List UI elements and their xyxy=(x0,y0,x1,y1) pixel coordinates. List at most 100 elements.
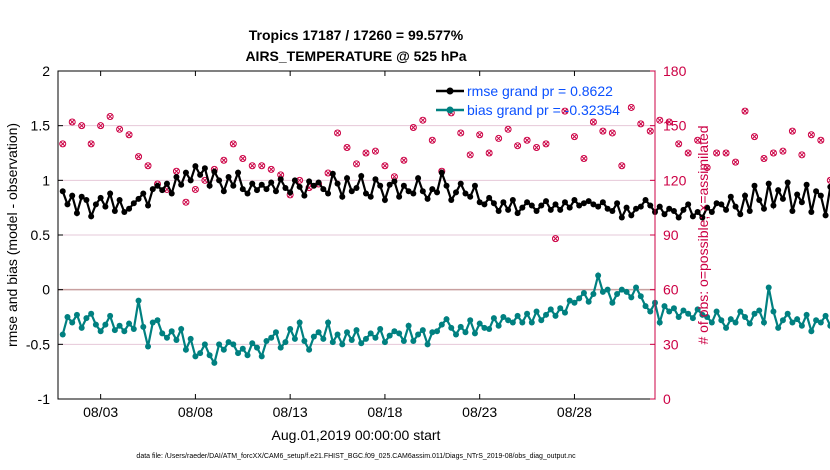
rmse-point xyxy=(173,174,180,181)
rmse-point xyxy=(704,204,711,211)
rmse-point xyxy=(197,171,204,178)
obs-possible-marker xyxy=(751,133,758,141)
obs-possible-marker xyxy=(713,149,721,157)
rmse-point xyxy=(623,204,630,211)
bias-point xyxy=(727,316,734,323)
rmse-point xyxy=(746,207,753,214)
rmse-point xyxy=(723,206,730,213)
bias-point xyxy=(737,308,744,315)
bias-point xyxy=(528,319,535,326)
bias-point xyxy=(249,340,256,347)
obs-assimilated-marker xyxy=(145,162,151,169)
bias-point xyxy=(453,331,459,338)
obs-possible-marker xyxy=(381,162,389,170)
obs-possible-marker xyxy=(457,129,465,137)
bias-point xyxy=(244,352,251,359)
obs-possible-marker xyxy=(258,162,266,170)
obs-assimilated-marker xyxy=(325,170,331,176)
bias-point xyxy=(182,346,189,353)
bias-point xyxy=(159,330,166,337)
bias-point xyxy=(566,297,573,304)
rmse-point xyxy=(784,179,791,186)
obs-assimilated-marker xyxy=(628,104,635,111)
bias-point xyxy=(642,303,649,310)
obs-possible-marker xyxy=(788,127,796,135)
rmse-point xyxy=(83,197,90,204)
rmse-point xyxy=(571,197,578,204)
x-tick-label: 08/08 xyxy=(178,404,213,420)
rmse-point xyxy=(609,207,616,214)
bias-point xyxy=(235,350,242,357)
rmse-point xyxy=(334,180,341,187)
obs-assimilated-marker xyxy=(344,144,350,151)
rmse-point xyxy=(604,205,611,212)
obs-possible-marker xyxy=(68,118,76,126)
bias-point xyxy=(609,299,616,306)
bias-point xyxy=(405,322,412,329)
obs-possible-marker xyxy=(125,131,133,139)
bias-point xyxy=(505,317,512,324)
data-file-footer: data file: /Users/raeder/DAI/ATM_forcXX/… xyxy=(136,453,576,460)
bias-point xyxy=(557,305,564,312)
bias-point xyxy=(685,310,692,317)
bias-point xyxy=(623,288,630,295)
rmse-point xyxy=(689,213,696,220)
rmse-point xyxy=(656,203,663,210)
rmse-point xyxy=(590,201,597,208)
bias-point xyxy=(670,305,677,312)
bias-point xyxy=(585,298,592,305)
legend-rmse-label: rmse grand pr = 0.8622 xyxy=(467,83,613,99)
bias-point xyxy=(230,341,237,348)
obs-possible-marker xyxy=(267,165,275,173)
obs-assimilated-marker xyxy=(372,148,379,155)
bias-point xyxy=(533,308,540,315)
bias-point xyxy=(618,286,625,293)
x-axis-label: Aug.01,2019 00:00:00 start xyxy=(272,427,441,443)
legend-bias-label: bias grand pr = -0.32354 xyxy=(467,102,620,118)
rmse-point xyxy=(509,197,516,204)
bias-point xyxy=(524,310,531,317)
obs-assimilated-marker xyxy=(827,177,830,184)
obs-assimilated-marker xyxy=(391,173,398,180)
rmse-point xyxy=(471,182,478,189)
rmse-point xyxy=(211,168,218,175)
bias-point xyxy=(751,310,758,317)
bias-point xyxy=(296,319,303,326)
rmse-point xyxy=(794,191,801,198)
rmse-point xyxy=(135,195,142,202)
obs-possible-marker xyxy=(144,162,152,170)
rmse-point xyxy=(391,178,398,185)
bias-point xyxy=(590,291,597,298)
rmse-point xyxy=(505,206,512,213)
y-right-tick-label: 120 xyxy=(663,172,687,188)
bias-point xyxy=(362,335,369,342)
bias-point xyxy=(287,326,294,333)
bias-point xyxy=(225,339,232,346)
rmse-point xyxy=(296,183,303,190)
obs-assimilated-marker xyxy=(808,131,815,138)
bias-point xyxy=(178,326,185,333)
obs-possible-marker xyxy=(599,127,607,135)
obs-assimilated-marker xyxy=(514,142,521,149)
bias-point xyxy=(500,314,507,320)
rmse-point xyxy=(500,199,507,206)
bias-point xyxy=(798,322,805,329)
rmse-point xyxy=(149,186,156,193)
bias-point xyxy=(145,343,152,350)
obs-possible-marker xyxy=(760,154,768,162)
rmse-point xyxy=(647,202,654,209)
bias-point xyxy=(429,329,436,336)
bias-point xyxy=(73,311,80,318)
obs-assimilated-marker xyxy=(334,130,341,136)
rmse-point xyxy=(353,184,360,191)
obs-assimilated-marker xyxy=(685,150,692,156)
bias-point xyxy=(391,328,398,335)
bias-point xyxy=(348,336,355,343)
bias-point xyxy=(656,319,663,326)
bias-point xyxy=(121,328,128,335)
rmse-point xyxy=(789,207,796,214)
rmse-point xyxy=(533,207,540,214)
bias-point xyxy=(509,319,516,326)
rmse-point xyxy=(547,206,554,213)
obs-possible-marker xyxy=(97,122,105,130)
